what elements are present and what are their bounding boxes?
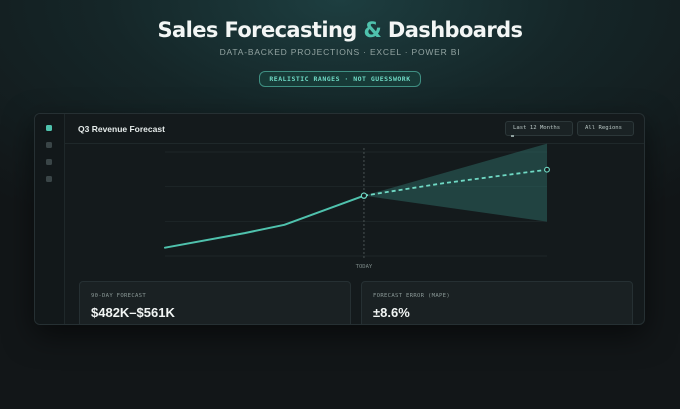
stat-label: 90-DAY FORECAST [91, 293, 147, 299]
region-filter-label: All Regions [585, 125, 623, 131]
chart-grid [165, 151, 547, 257]
title-ampersand: & [363, 18, 382, 42]
stat-label: FORECAST ERROR (MAPE) [373, 293, 451, 299]
nav-dot-icon[interactable] [46, 159, 52, 165]
forecast-confidence-band [363, 143, 547, 222]
actual-revenue-line [164, 194, 365, 249]
panel-title: Q3 Revenue Forecast [78, 124, 165, 134]
title-part-2: Dashboards [387, 18, 523, 42]
dashboard-panel: Q3 Revenue Forecast Last 12 Months All R… [34, 113, 645, 325]
page-title: Sales Forecasting & Dashboards [0, 18, 680, 42]
forecast-end-point [544, 166, 550, 173]
stat-card-forecast: 90-DAY FORECAST $482K–$561K [79, 281, 351, 324]
stat-value: ±8.6% [373, 305, 410, 320]
today-point [360, 192, 368, 199]
nav-dot-icon[interactable] [46, 142, 52, 148]
period-filter-label: Last 12 Months [513, 125, 561, 131]
panel-header: Q3 Revenue Forecast Last 12 Months All R… [65, 114, 644, 144]
title-part-1: Sales Forecasting [157, 18, 358, 42]
stat-value: $482K–$561K [91, 305, 175, 320]
sidebar [35, 114, 65, 324]
hero: Sales Forecasting & Dashboards DATA-BACK… [0, 18, 680, 87]
chevron-down-icon [511, 135, 514, 137]
page-subtitle: DATA-BACKED PROJECTIONS · EXCEL · POWER … [219, 47, 461, 57]
today-label: TODAY [356, 264, 373, 270]
tagline-badge: REALISTIC RANGES · NOT GUESSWORK [259, 71, 421, 87]
stat-card-error: FORECAST ERROR (MAPE) ±8.6% [361, 281, 633, 324]
region-filter-select[interactable]: All Regions [577, 121, 634, 136]
nav-dot-icon[interactable] [46, 176, 52, 182]
period-filter-select[interactable]: Last 12 Months [505, 121, 573, 137]
nav-dot-icon[interactable] [46, 125, 52, 131]
forecast-chart: TODAY [164, 143, 550, 270]
